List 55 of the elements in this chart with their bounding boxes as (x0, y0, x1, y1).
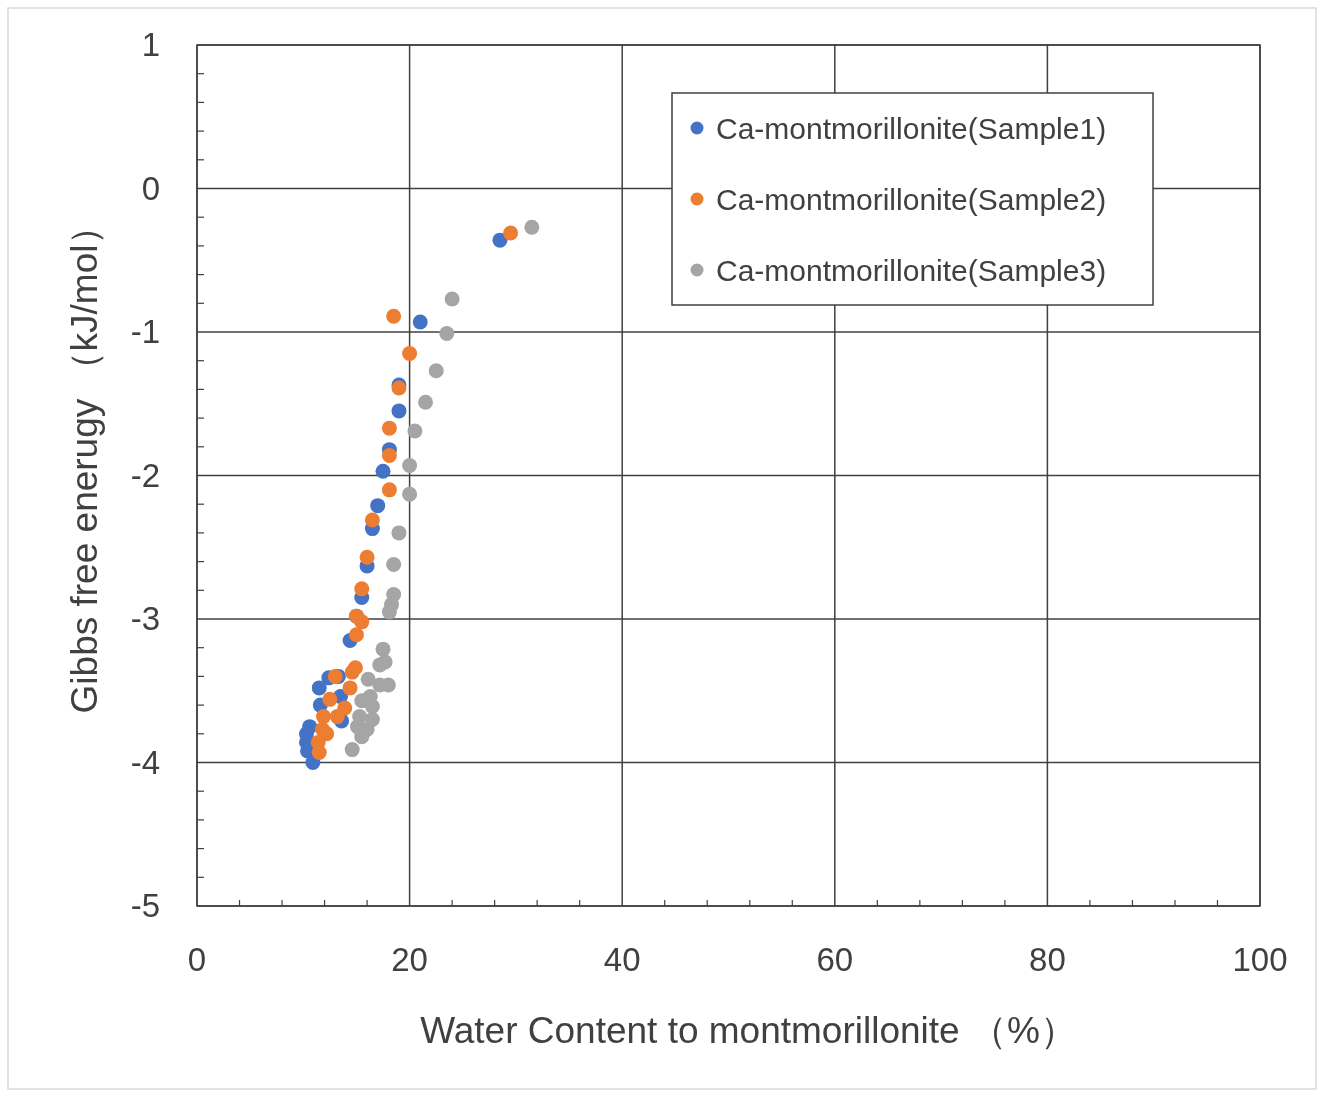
point (342, 680, 358, 696)
point (359, 549, 375, 565)
point (391, 403, 407, 419)
y-tick-label: -3 (130, 600, 160, 637)
point (386, 308, 402, 324)
legend-label: Ca-montmorillonite(Sample2) (716, 183, 1107, 216)
x-tick-label: 20 (391, 941, 428, 978)
point (344, 742, 360, 758)
point (492, 232, 508, 248)
y-tick-label: 0 (141, 169, 160, 207)
y-tick-label: 1 (141, 26, 160, 63)
point (386, 556, 402, 572)
point (354, 581, 370, 597)
point (381, 420, 397, 436)
point (364, 512, 380, 528)
point (412, 314, 428, 330)
point (402, 486, 418, 502)
point (402, 346, 418, 362)
x-tick-label: 40 (603, 941, 641, 978)
y-tick-label: -4 (130, 743, 160, 781)
point (329, 709, 345, 725)
point (375, 641, 391, 657)
x-axis-title: Water Content to montmorillonite （%） (420, 1010, 1077, 1051)
point (348, 627, 364, 643)
x-tick-label: 100 (1232, 941, 1288, 978)
legend-label: Ca-montmorillonite(Sample3) (716, 254, 1107, 287)
point (381, 482, 397, 498)
y-axis-title: Gibbs free enerugy （kJ/mol） (64, 207, 105, 714)
y-tick-label: -5 (130, 887, 160, 924)
point (439, 325, 455, 341)
point (360, 671, 376, 687)
x-tick-label: 80 (1029, 941, 1066, 978)
point (418, 394, 434, 410)
point (381, 447, 397, 463)
point (407, 423, 423, 439)
point (444, 291, 460, 307)
point (311, 680, 327, 696)
point (370, 498, 386, 514)
y-tick-label: -2 (130, 456, 160, 494)
point (524, 219, 540, 235)
point (381, 604, 397, 620)
point (322, 691, 338, 707)
point (402, 457, 418, 473)
point (316, 709, 331, 725)
point (375, 463, 391, 479)
point (344, 664, 360, 680)
y-tick-label: -1 (130, 313, 160, 350)
point (391, 525, 407, 541)
point (428, 363, 444, 379)
point (503, 225, 519, 241)
point (364, 699, 380, 715)
x-tick-label: 60 (816, 941, 854, 978)
point (372, 657, 388, 673)
legend-label: Ca-montmorillonite(Sample1) (716, 112, 1107, 145)
x-tick-label: 0 (187, 941, 207, 978)
